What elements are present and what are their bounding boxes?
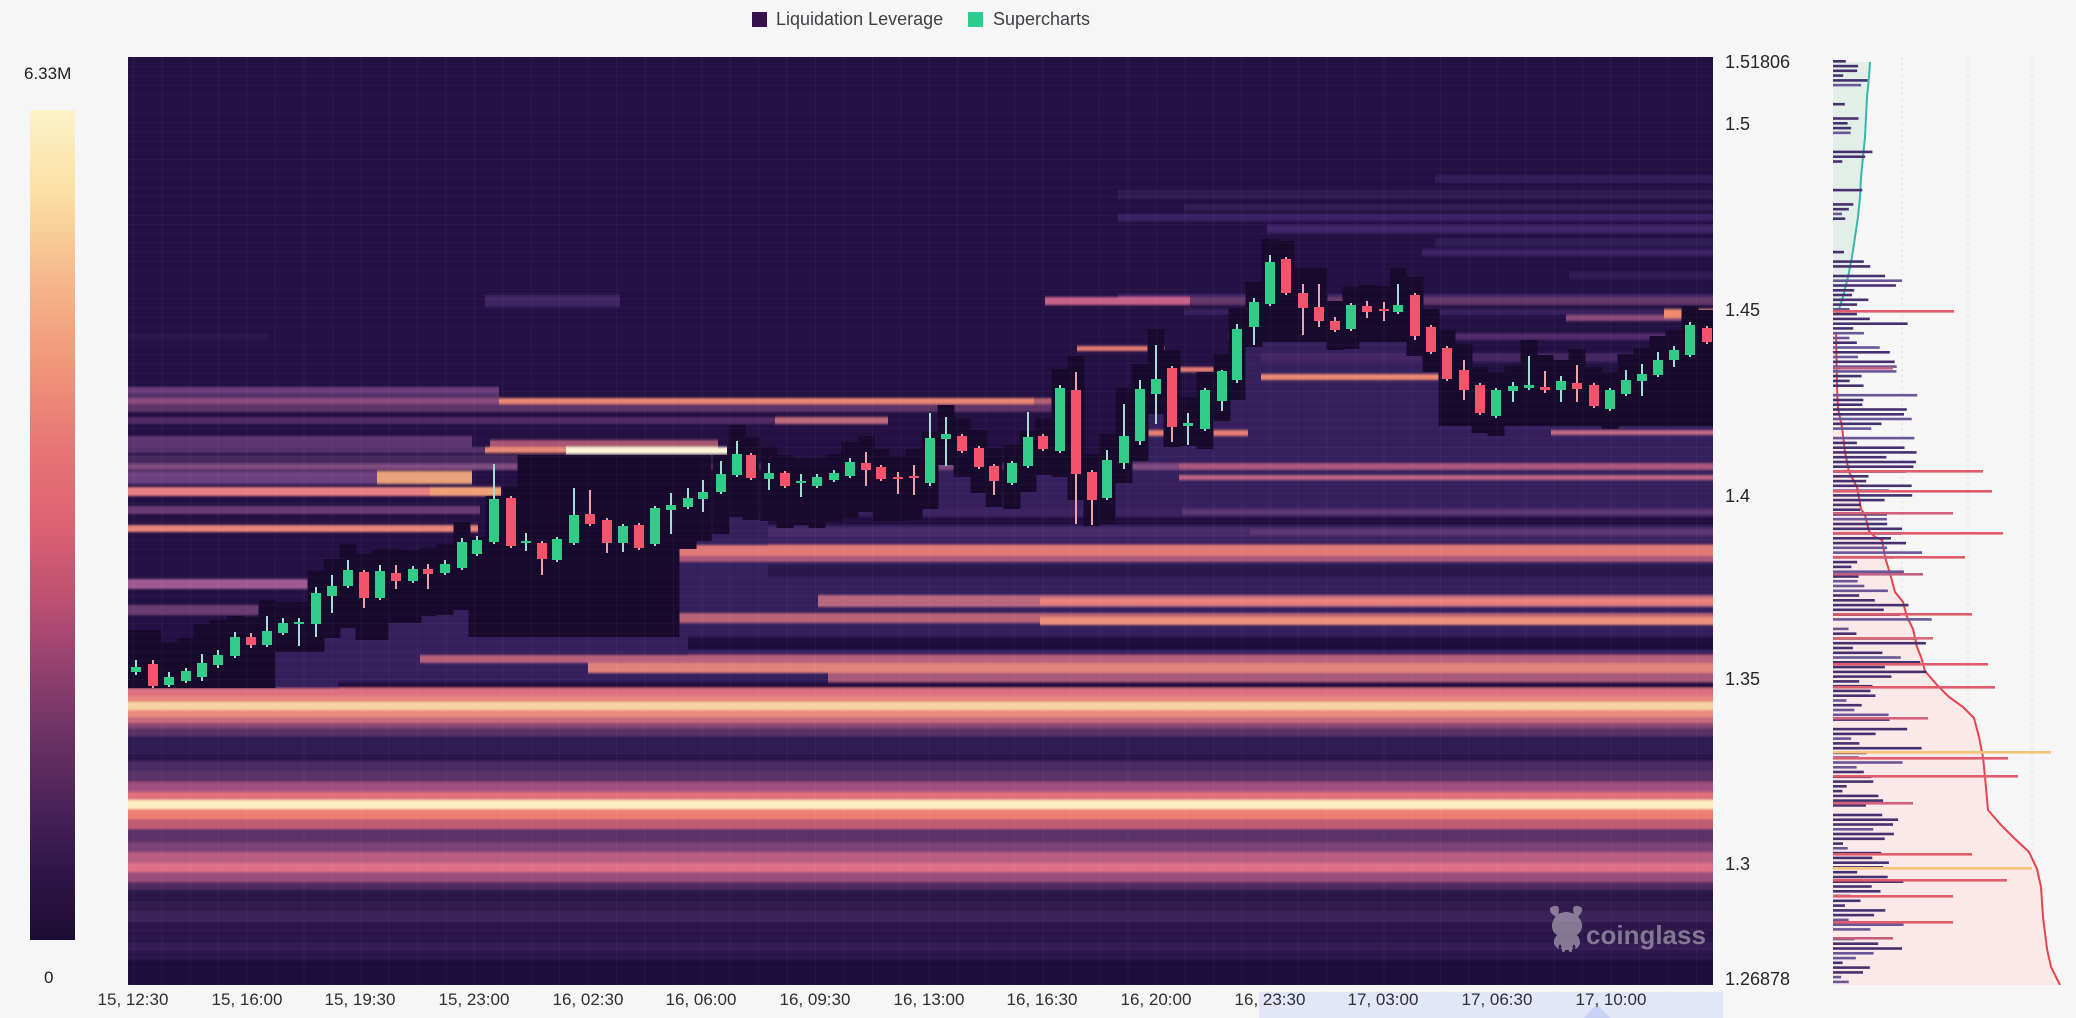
svg-text:coinglass: coinglass bbox=[1586, 920, 1706, 950]
